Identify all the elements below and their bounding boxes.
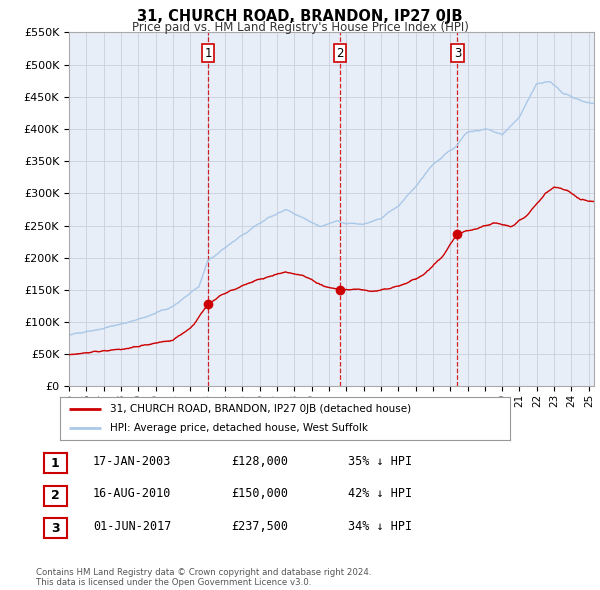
Text: HPI: Average price, detached house, West Suffolk: HPI: Average price, detached house, West… [110, 423, 367, 433]
Text: 42% ↓ HPI: 42% ↓ HPI [348, 487, 412, 500]
Text: 17-JAN-2003: 17-JAN-2003 [93, 455, 172, 468]
Text: Contains HM Land Registry data © Crown copyright and database right 2024.
This d: Contains HM Land Registry data © Crown c… [36, 568, 371, 587]
Text: 2: 2 [336, 47, 343, 60]
Text: 31, CHURCH ROAD, BRANDON, IP27 0JB (detached house): 31, CHURCH ROAD, BRANDON, IP27 0JB (deta… [110, 404, 410, 414]
Text: £150,000: £150,000 [231, 487, 288, 500]
Text: 1: 1 [51, 457, 59, 470]
Text: 3: 3 [51, 522, 59, 535]
Text: 2: 2 [51, 489, 59, 502]
Text: Price paid vs. HM Land Registry's House Price Index (HPI): Price paid vs. HM Land Registry's House … [131, 21, 469, 34]
Text: 31, CHURCH ROAD, BRANDON, IP27 0JB: 31, CHURCH ROAD, BRANDON, IP27 0JB [137, 9, 463, 24]
Text: 1: 1 [205, 47, 212, 60]
Text: £237,500: £237,500 [231, 520, 288, 533]
Text: £128,000: £128,000 [231, 455, 288, 468]
Text: 3: 3 [454, 47, 461, 60]
Text: 01-JUN-2017: 01-JUN-2017 [93, 520, 172, 533]
Text: 34% ↓ HPI: 34% ↓ HPI [348, 520, 412, 533]
Text: 35% ↓ HPI: 35% ↓ HPI [348, 455, 412, 468]
Text: 16-AUG-2010: 16-AUG-2010 [93, 487, 172, 500]
